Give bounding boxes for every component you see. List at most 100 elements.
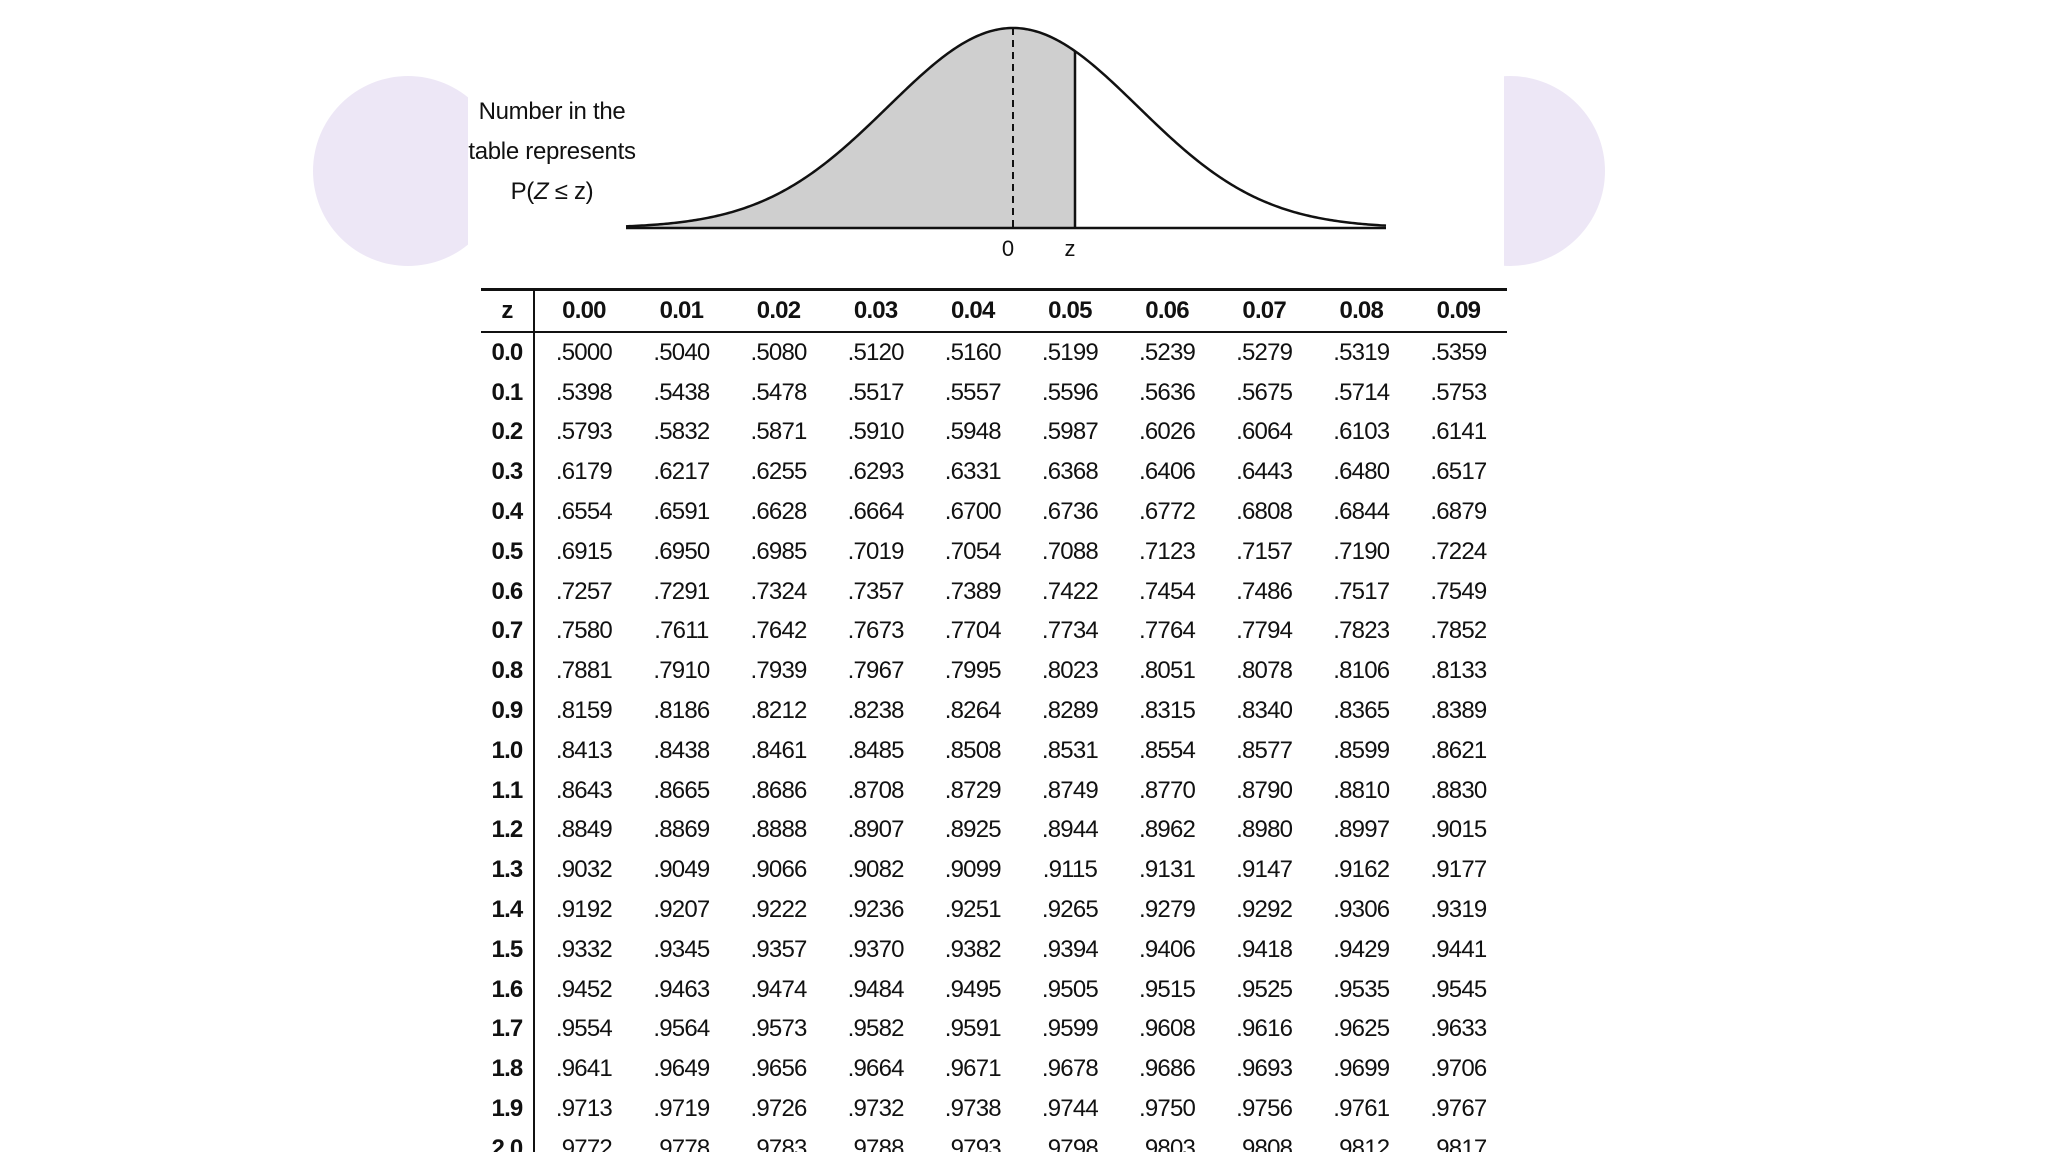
probability-cell: .7881: [555, 657, 613, 685]
probability-cell: .7611: [654, 617, 709, 645]
probability-cell: .9066: [750, 856, 808, 884]
probability-cell: .9319: [1430, 896, 1487, 924]
probability-cell: .7852: [1430, 617, 1487, 645]
probability-cell: .8133: [1430, 657, 1487, 685]
probability-cell: .8461: [750, 736, 808, 764]
probability-cell: .8264: [944, 697, 1002, 725]
probability-cell: .7673: [847, 617, 905, 645]
probability-cell: .6179: [555, 458, 613, 486]
probability-cell: .6554: [555, 498, 613, 526]
probability-cell: .8577: [1236, 736, 1293, 764]
probability-cell: .9678: [1041, 1055, 1099, 1083]
probability-cell: .6517: [1430, 458, 1487, 486]
probability-cell: .5948: [944, 418, 1002, 446]
caption-line-3: P(Z ≤ z): [462, 172, 642, 212]
probability-cell: .9049: [653, 856, 710, 884]
probability-cell: .9505: [1041, 975, 1099, 1003]
column-header: 0.05: [1048, 297, 1092, 324]
probability-cell: .6915: [555, 537, 613, 565]
row-z-value: 0.8: [481, 651, 535, 692]
table-row: 1.8 .9641 .9649 .9656 .9664 .9671 .9678 .9686 .9…: [481, 1049, 1507, 1090]
column-header: 0.03: [853, 297, 898, 324]
probability-cell: .8830: [1430, 776, 1487, 804]
column-header: 0.01: [659, 297, 704, 324]
probability-cell: .6844: [1333, 498, 1390, 526]
probability-cell: .9332: [555, 935, 613, 963]
row-z-value: 1.5: [481, 929, 535, 970]
probability-cell: .7019: [847, 537, 905, 565]
probability-cell: .9798: [1041, 1134, 1099, 1152]
column-header: 0.04: [951, 297, 995, 324]
probability-cell: .9767: [1430, 1095, 1487, 1123]
probability-cell: .7704: [944, 617, 1002, 645]
probability-cell: .9131: [1139, 856, 1196, 884]
probability-cell: .7190: [1333, 537, 1390, 565]
probability-cell: .9279: [1139, 896, 1196, 924]
figure-caption: Number in the table represents P(Z ≤ z): [462, 92, 642, 212]
table-row: 0.6 .7257 .7291 .7324 .7357 .7389 .7422 .7454 .7…: [481, 571, 1507, 612]
z-score-table: z 0.00 0.01 0.02 0.03 0.04 0.05 0.06 0.07 0.08 0.…: [481, 288, 1507, 1152]
probability-cell: .9535: [1333, 975, 1390, 1003]
row-z-value: 0.9: [481, 691, 535, 731]
probability-cell: .8438: [653, 736, 710, 764]
probability-cell: .9452: [555, 975, 613, 1003]
probability-cell: .7794: [1236, 617, 1293, 645]
probability-cell: .9744: [1041, 1095, 1099, 1123]
probability-cell: .8621: [1430, 736, 1487, 764]
probability-cell: .9582: [847, 1015, 905, 1043]
probability-cell: .9649: [653, 1055, 710, 1083]
probability-cell: .5793: [555, 418, 613, 446]
probability-cell: .7549: [1430, 577, 1487, 605]
table-row: 0.7 .7580 .7611 .7642 .7673 .7704 .7734 .7764 .7…: [481, 611, 1507, 652]
probability-cell: .9032: [555, 856, 613, 884]
row-z-value: 0.3: [481, 452, 535, 493]
caption-prob-var: Z: [534, 178, 549, 205]
probability-cell: .8708: [847, 776, 905, 804]
row-z-value: 0.0: [481, 332, 535, 373]
probability-cell: .9664: [847, 1055, 905, 1083]
probability-cell: .7967: [847, 657, 905, 685]
probability-cell: .6026: [1139, 418, 1196, 446]
probability-cell: .7357: [847, 577, 905, 605]
probability-cell: .9082: [847, 856, 905, 884]
probability-cell: .7939: [750, 657, 808, 685]
probability-cell: .5120: [847, 338, 905, 366]
probability-cell: .8106: [1333, 657, 1390, 685]
probability-cell: .6064: [1236, 418, 1293, 446]
row-z-value: 1.4: [481, 890, 535, 930]
probability-cell: .9265: [1041, 896, 1099, 924]
probability-cell: .7454: [1139, 577, 1196, 605]
table-row: 1.0 .8413 .8438 .8461 .8485 .8508 .8531 .8554 .8…: [481, 730, 1507, 771]
table-row: 0.5 .6915 .6950 .6985 .7019 .7054 .7088 .7123 .7…: [481, 531, 1507, 572]
table-row: 1.7 .9554 .9564 .9573 .9582 .9591 .9599 .9608 .9…: [481, 1009, 1507, 1050]
probability-cell: .9719: [653, 1095, 710, 1123]
probability-cell: .5517: [847, 378, 905, 406]
probability-cell: .9564: [653, 1015, 710, 1043]
probability-cell: .6443: [1236, 458, 1293, 486]
table-row: 0.9 .8159 .8186 .8212 .8238 .8264 .8289 .8315 .8…: [481, 691, 1507, 731]
probability-cell: .9788: [847, 1134, 905, 1152]
probability-cell: .7995: [944, 657, 1002, 685]
probability-cell: .5987: [1041, 418, 1099, 446]
table-row: 0.0 .5000 .5040 .5080 .5120 .5160 .5199 .5239 .5…: [481, 332, 1507, 373]
probability-cell: .8729: [944, 776, 1002, 804]
probability-cell: .9292: [1236, 896, 1293, 924]
probability-cell: .5160: [944, 338, 1002, 366]
probability-cell: .9236: [847, 896, 905, 924]
probability-cell: .6591: [653, 498, 710, 526]
table-body: 0.0 .5000 .5040 .5080 .5120 .5160 .5199 .5239 .5…: [481, 332, 1507, 1152]
probability-cell: .6808: [1236, 498, 1293, 526]
probability-cell: .6736: [1041, 498, 1099, 526]
probability-cell: .5359: [1430, 338, 1487, 366]
probability-cell: .8340: [1236, 697, 1293, 725]
probability-cell: .9706: [1430, 1055, 1487, 1083]
probability-cell: .7088: [1041, 537, 1099, 565]
probability-cell: .9625: [1333, 1015, 1390, 1043]
column-header: 0.02: [756, 297, 801, 324]
probability-cell: .5753: [1430, 378, 1487, 406]
probability-cell: .8980: [1236, 816, 1293, 844]
probability-cell: .8485: [847, 736, 905, 764]
table-row: 1.2 .8849 .8869 .8888 .8907 .8925 .8944 .8962 .8…: [481, 810, 1507, 851]
probability-cell: .8531: [1041, 736, 1099, 764]
table-header: z 0.00 0.01 0.02 0.03 0.04 0.05 0.06 0.07 0.08 0.…: [481, 289, 1507, 332]
